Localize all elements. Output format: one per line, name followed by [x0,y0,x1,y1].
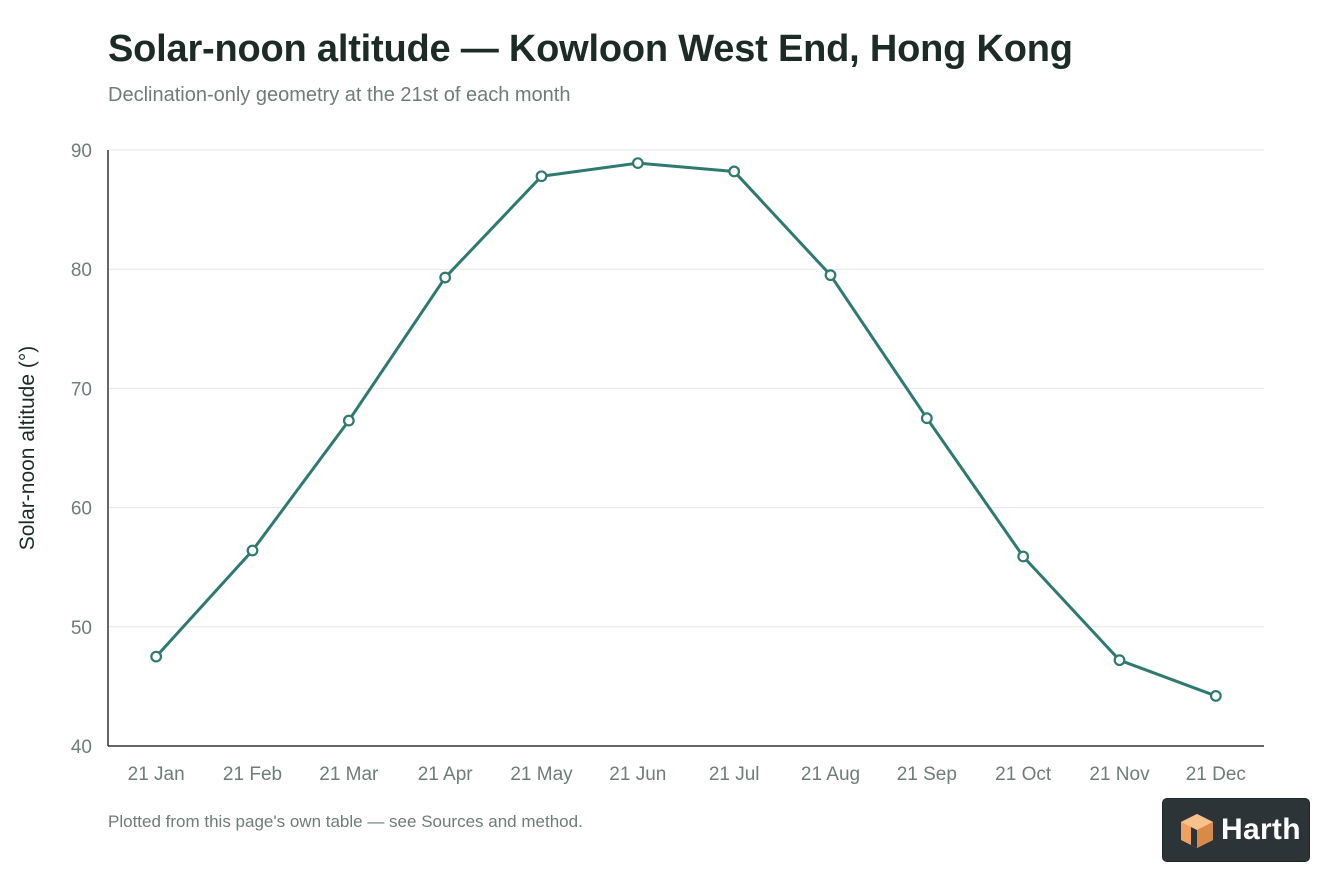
y-tick-label: 80 [71,260,92,281]
y-tick-label: 50 [71,618,92,639]
x-tick-labels: 21 Jan 21 Feb 21 Mar 21 Apr 21 May 21 Jun 21 J… [128,764,1246,785]
series-line-group [150,157,1222,702]
data-point-21-nov[interactable] [1113,654,1126,667]
data-point-21-dec[interactable] [1209,690,1222,702]
data-point-21-oct[interactable] [1017,550,1030,563]
chart-subtitle: Declination-only geometry at the 21st of… [108,84,571,106]
x-tick-label: 21 Jan [128,764,185,785]
y-tick-label: 90 [71,141,92,162]
x-tick-label: 21 Sep [897,764,957,785]
x-tick-label: 21 May [510,764,573,785]
data-point-21-apr[interactable] [439,271,452,284]
x-tick-label: 21 Aug [801,764,860,785]
data-point-21-aug[interactable] [824,269,837,282]
x-tick-label: 21 Dec [1186,764,1246,785]
data-point-21-feb[interactable] [246,544,259,557]
data-point-21-may[interactable] [535,170,548,183]
footnote: Plotted from this page's own table — see… [108,812,583,831]
grid-lines [108,149,1264,628]
data-point-21-jul[interactable] [728,165,741,178]
y-tick-label: 70 [71,379,92,400]
data-point-21-sep[interactable] [920,412,933,425]
axes [107,150,1264,747]
y-tick-labels: 40 50 60 70 80 90 [71,141,92,758]
logo-text: Harth [1221,813,1301,846]
data-point-21-jan[interactable] [150,650,163,663]
series-line [154,161,1218,698]
x-tick-label: 21 Jun [609,764,666,785]
harth-logo[interactable]: Harth [1162,798,1310,862]
x-tick-label: 21 Jul [709,764,760,785]
y-axis-label: Solar-noon altitude (°) [16,346,39,551]
x-tick-label: 21 Feb [223,764,282,785]
data-point-21-mar[interactable] [342,414,355,427]
x-tick-label: 21 Nov [1089,764,1150,785]
chart-title: Solar-noon altitude — Kowloon West End, … [108,28,1073,70]
x-tick-label: 21 Mar [319,764,379,785]
y-tick-label: 60 [71,499,92,520]
x-tick-label: 21 Apr [418,764,474,785]
y-tick-label: 40 [71,737,92,758]
data-point-21-jun[interactable] [631,157,644,170]
cube-logo-icon [1181,814,1213,848]
x-tick-label: 21 Oct [995,764,1052,785]
